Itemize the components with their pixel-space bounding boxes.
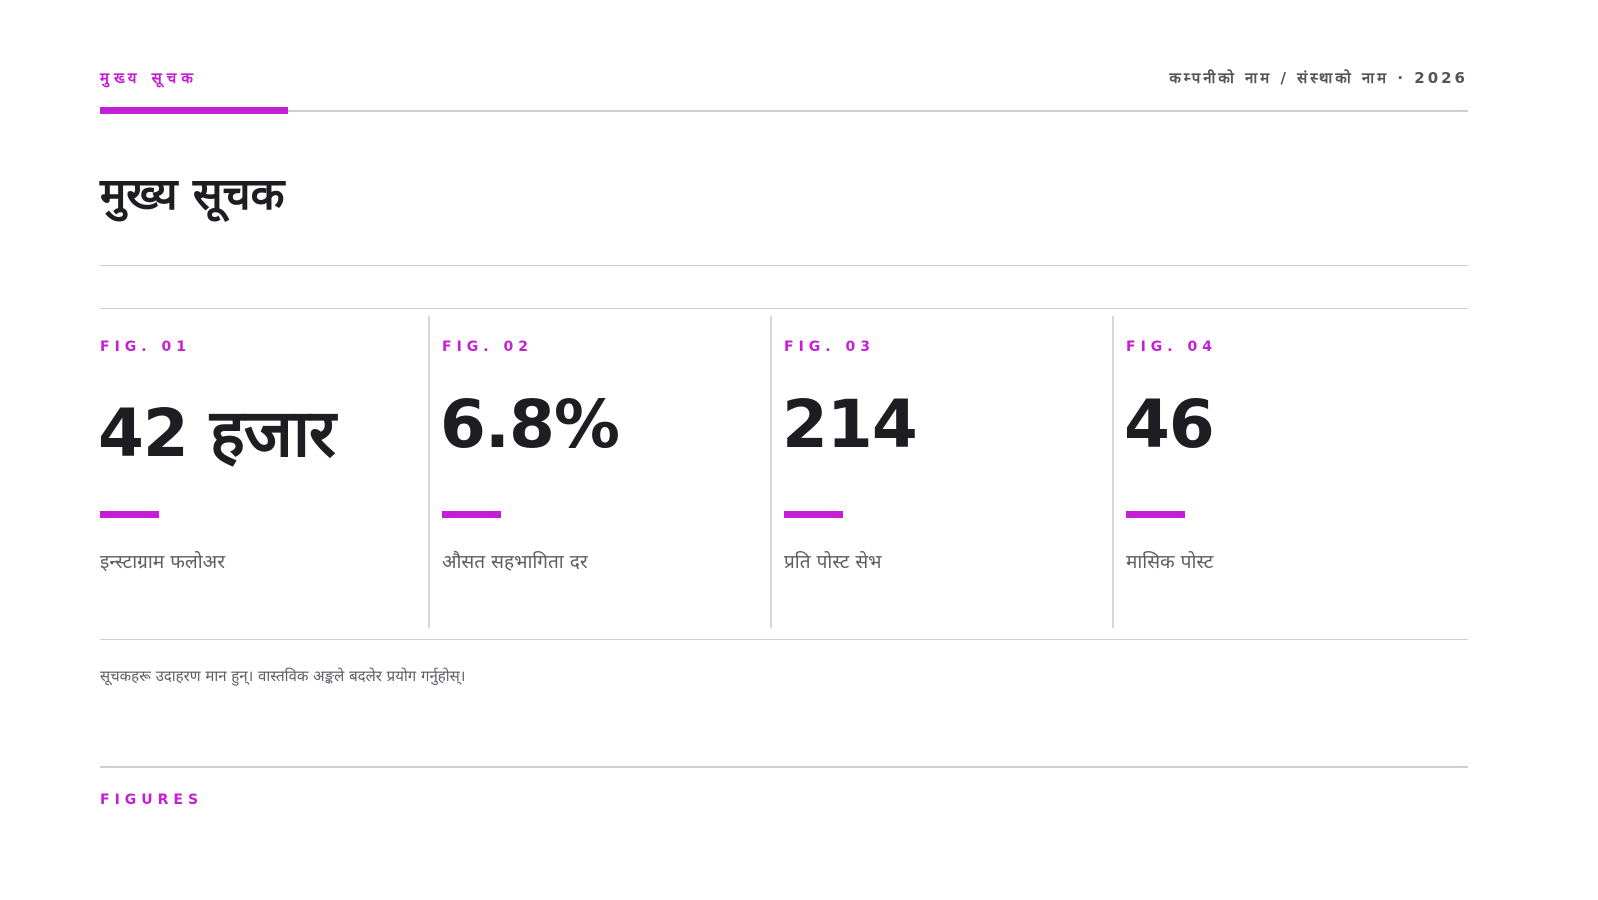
figure-label: FIG. 04: [1126, 339, 1217, 355]
figure-accent: [100, 511, 159, 518]
header-meta: कम्पनीको नाम / संस्थाको नाम · 2026: [1169, 69, 1468, 87]
divider: [1112, 316, 1114, 628]
figure-caption: औसत सहभागिता दर: [442, 551, 588, 573]
figure-caption: इन्स्टाग्राम फलोअर: [100, 551, 225, 573]
slide-title: मुख्य सूचक: [100, 169, 285, 220]
figure-caption: मासिक पोस्ट: [1126, 551, 1214, 573]
header-accent: [100, 107, 288, 114]
figure-card: FIG. 03 214 प्रति पोस्ट सेभ: [782, 316, 1126, 628]
figure-label: FIG. 02: [442, 339, 533, 355]
figure-value: 6.8%: [440, 386, 620, 463]
figure-accent: [1126, 511, 1185, 518]
figure-label: FIG. 01: [100, 339, 191, 355]
section-label: मुख्य सूचक: [100, 69, 198, 87]
figure-card: FIG. 04 46 मासिक पोस्ट: [1124, 316, 1468, 628]
rule: [100, 639, 1468, 640]
figure-value: 214: [782, 386, 918, 463]
figure-accent: [442, 511, 501, 518]
rule: [100, 265, 1468, 266]
figure-card: FIG. 01 42 हजार इन्स्टाग्राम फलोअर: [98, 316, 442, 628]
footer-label: FIGURES: [100, 792, 204, 808]
figure-value: 46: [1124, 386, 1215, 463]
figure-accent: [784, 511, 843, 518]
header-rule: [100, 110, 1468, 112]
divider: [428, 316, 430, 628]
figure-caption: प्रति पोस्ट सेभ: [784, 551, 882, 573]
divider: [770, 316, 772, 628]
figure-value: 42 हजार: [98, 395, 336, 472]
figure-card: FIG. 02 6.8% औसत सहभागिता दर: [440, 316, 784, 628]
rule: [100, 308, 1468, 309]
footer-rule: [100, 766, 1468, 768]
footnote: सूचकहरू उदाहरण मान हुन्। वास्तविक अङ्कले…: [100, 667, 466, 685]
figure-label: FIG. 03: [784, 339, 875, 355]
